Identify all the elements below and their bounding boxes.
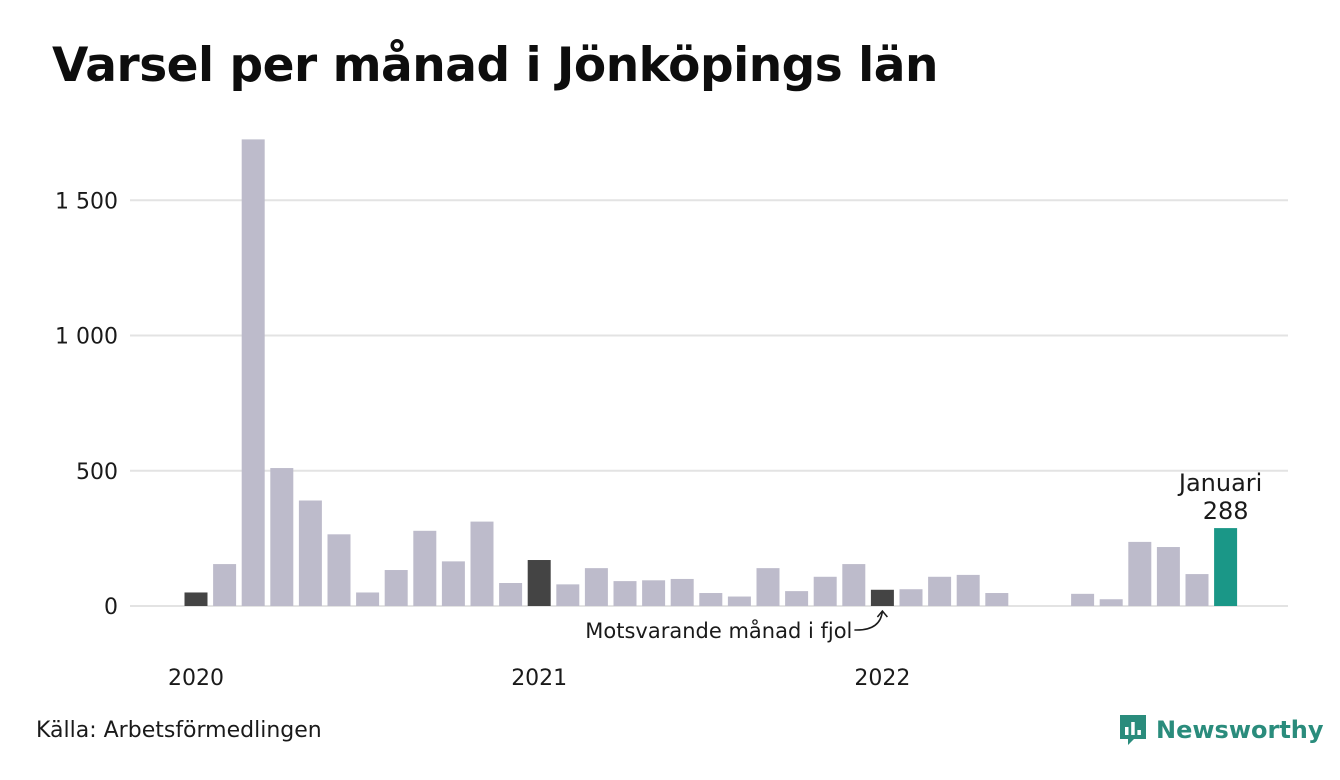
bar — [985, 593, 1009, 606]
bar-comparison — [870, 589, 894, 606]
bar — [384, 570, 408, 606]
bar — [842, 564, 866, 606]
bar — [670, 578, 694, 606]
x-year-label: 2021 — [511, 666, 567, 691]
gridlines — [130, 199, 1288, 607]
y-tick-label: 500 — [76, 460, 118, 485]
bar-comparison — [527, 560, 551, 606]
bar — [699, 593, 723, 606]
bar — [928, 576, 952, 606]
bar — [499, 583, 523, 606]
brand-name: Newsworthy — [1156, 716, 1324, 744]
bar — [613, 581, 637, 606]
bar — [241, 139, 265, 606]
bar — [298, 500, 322, 606]
x-year-label: 2022 — [854, 666, 910, 691]
highlight-month-label: Januari — [1177, 469, 1262, 497]
bar — [1156, 547, 1180, 606]
callout-arrowhead — [876, 609, 888, 618]
bar-highlight — [1214, 528, 1238, 606]
bar — [1128, 541, 1152, 606]
x-axis-year-labels: 2020 2021 2022 — [168, 666, 910, 691]
brand-logo[interactable]: Newsworthy — [1118, 713, 1324, 747]
bar — [327, 534, 351, 606]
bar — [1071, 593, 1095, 606]
bar — [956, 574, 980, 606]
bar-chart: 0 500 1 000 1 500 2020 2021 2022 Motsvarande … — [55, 139, 1288, 691]
bars — [184, 139, 1238, 606]
source-note: Källa: Arbetsförmedlingen — [36, 718, 322, 743]
highlight-value-label: 288 — [1203, 497, 1249, 525]
callout-arrow — [854, 610, 884, 631]
bar — [356, 592, 380, 606]
bar — [556, 584, 580, 606]
annotations: Motsvarande månad i fjol Januari 288 — [585, 469, 1262, 643]
bar — [899, 589, 923, 606]
bar — [413, 530, 437, 606]
bar — [213, 564, 237, 606]
bar — [270, 468, 294, 606]
bar — [470, 521, 494, 606]
bar — [727, 596, 751, 606]
y-tick-label: 1 000 — [55, 325, 118, 350]
bar — [1185, 574, 1209, 606]
bar — [441, 561, 465, 606]
chart-title: Varsel per månad i Jönköpings län — [52, 38, 938, 93]
x-year-label: 2020 — [168, 666, 224, 691]
bar — [756, 568, 780, 606]
y-axis-tick-labels: 0 500 1 000 1 500 — [55, 189, 118, 620]
newsworthy-logo-icon — [1120, 715, 1146, 745]
bar — [1099, 599, 1123, 606]
bar — [813, 576, 837, 606]
bar — [584, 568, 608, 606]
y-tick-label: 1 500 — [55, 189, 118, 214]
bar — [785, 591, 809, 606]
bar — [642, 580, 666, 606]
y-tick-label: 0 — [104, 595, 118, 620]
comparison-callout-label: Motsvarande månad i fjol — [585, 618, 852, 643]
bar-comparison — [184, 592, 208, 606]
